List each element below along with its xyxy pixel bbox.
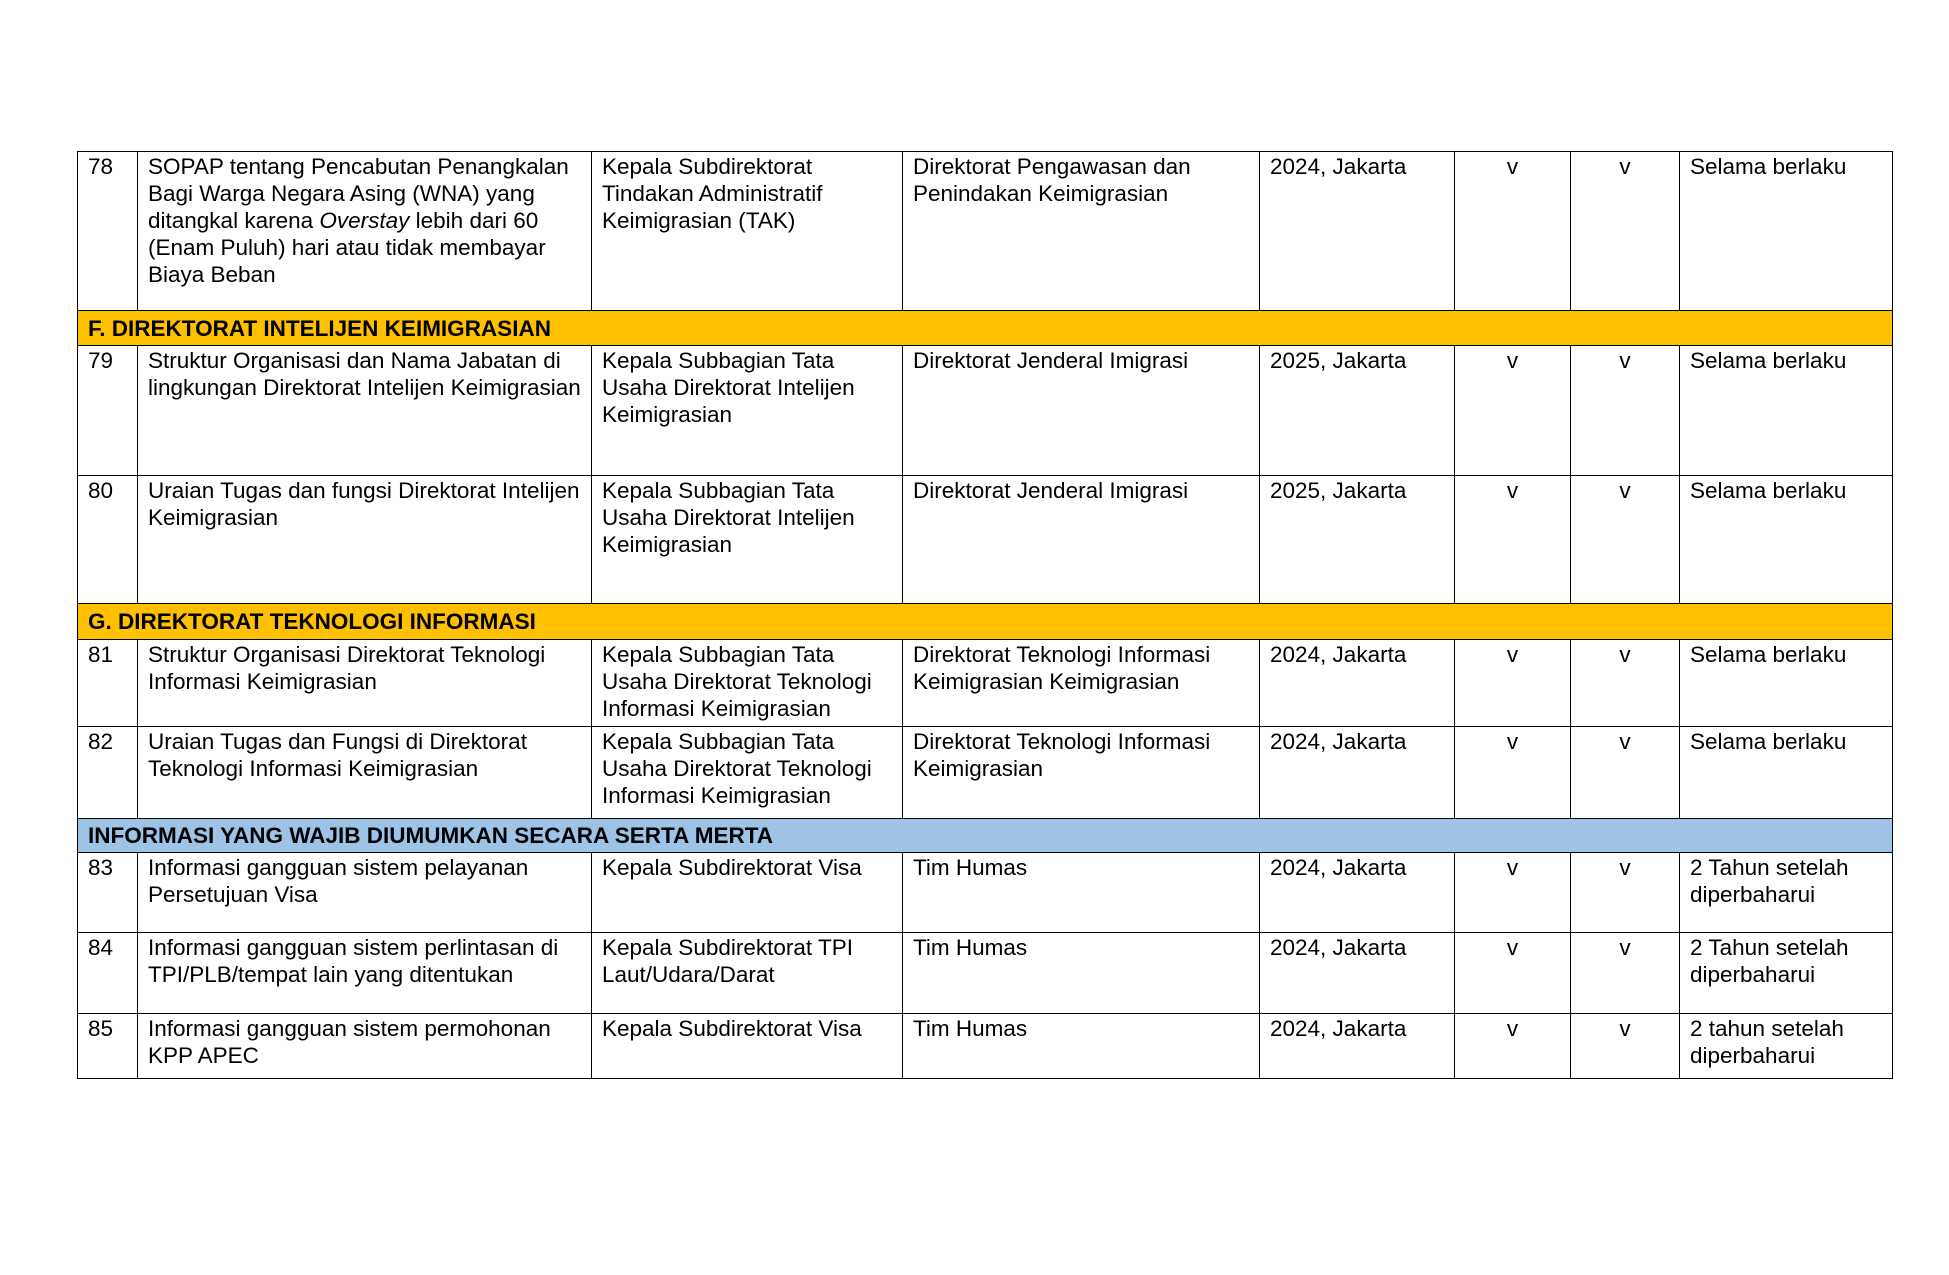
- row-number: 85: [77, 1013, 138, 1079]
- information-title: Struktur Organisasi dan Nama Jabatan di …: [137, 345, 592, 476]
- table-row: 85 Informasi gangguan sistem permohonan K…: [77, 1013, 1893, 1079]
- title-text-end: lebih dari 60 (Enam Puluh) hari atau tid…: [148, 208, 546, 287]
- responsible-official: Kepala Subdirektorat TPI Laut/Udara/Dara…: [591, 932, 903, 1014]
- year-place: 2024, Jakarta: [1259, 726, 1455, 819]
- retention-period: 2 Tahun setelah diperbaharui: [1679, 852, 1893, 933]
- information-title: Informasi gangguan sistem perlintasan di…: [137, 932, 592, 1014]
- check-mark-1: v: [1454, 1013, 1571, 1079]
- year-place: 2024, Jakarta: [1259, 1013, 1455, 1079]
- title-text: Uraian Tugas dan Fungsi di Direktorat Te…: [148, 729, 527, 781]
- title-text: Uraian Tugas dan fungsi Direktorat Intel…: [148, 478, 580, 530]
- unit: Tim Humas: [902, 1013, 1260, 1079]
- table-row: 81 Struktur Organisasi Direktorat Teknolo…: [77, 639, 1893, 727]
- unit: Direktorat Teknologi Informasi Keimigras…: [902, 639, 1260, 727]
- check-mark-1: v: [1454, 932, 1571, 1014]
- row-number: 79: [77, 345, 138, 476]
- information-title: SOPAP tentang Pencabutan Penangkalan Bag…: [137, 151, 592, 311]
- year-place: 2024, Jakarta: [1259, 852, 1455, 933]
- row-number: 78: [77, 151, 138, 311]
- responsible-official: Kepala Subbagian Tata Usaha Direktorat I…: [591, 345, 903, 476]
- information-title: Struktur Organisasi Direktorat Teknologi…: [137, 639, 592, 727]
- unit: Direktorat Teknologi Informasi Keimigras…: [902, 726, 1260, 819]
- responsible-official: Kepala Subdirektorat Visa: [591, 852, 903, 933]
- row-number: 80: [77, 475, 138, 604]
- table-row: 82 Uraian Tugas dan Fungsi di Direktorat …: [77, 726, 1893, 819]
- section-header-row: G. DIREKTORAT TEKNOLOGI INFORMASI: [77, 603, 1893, 640]
- row-number: 82: [77, 726, 138, 819]
- responsible-official: Kepala Subbagian Tata Usaha Direktorat T…: [591, 726, 903, 819]
- unit: Direktorat Jenderal Imigrasi: [902, 345, 1260, 476]
- table-row: 84 Informasi gangguan sistem perlintasan …: [77, 932, 1893, 1014]
- table-row: 83 Informasi gangguan sistem pelayanan Pe…: [77, 852, 1893, 933]
- year-place: 2025, Jakarta: [1259, 345, 1455, 476]
- check-mark-1: v: [1454, 151, 1571, 311]
- check-mark-2: v: [1570, 726, 1680, 819]
- information-list-table: 78 SOPAP tentang Pencabutan Penangkalan B…: [77, 151, 1893, 1079]
- information-title: Uraian Tugas dan fungsi Direktorat Intel…: [137, 475, 592, 604]
- year-place: 2024, Jakarta: [1259, 639, 1455, 727]
- section-header-row: F. DIREKTORAT INTELIJEN KEIMIGRASIAN: [77, 310, 1893, 346]
- title-italic: Overstay: [319, 208, 410, 233]
- unit: Tim Humas: [902, 852, 1260, 933]
- check-mark-2: v: [1570, 151, 1680, 311]
- unit: Tim Humas: [902, 932, 1260, 1014]
- section-title: G. DIREKTORAT TEKNOLOGI INFORMASI: [77, 603, 1893, 640]
- unit: Direktorat Jenderal Imigrasi: [902, 475, 1260, 604]
- check-mark-2: v: [1570, 1013, 1680, 1079]
- title-text: Informasi gangguan sistem pelayanan Pers…: [148, 855, 529, 907]
- responsible-official: Kepala Subdirektorat Tindakan Administra…: [591, 151, 903, 311]
- row-number: 81: [77, 639, 138, 727]
- section-title: F. DIREKTORAT INTELIJEN KEIMIGRASIAN: [77, 310, 1893, 346]
- title-text: Informasi gangguan sistem perlintasan di…: [148, 935, 559, 987]
- year-place: 2024, Jakarta: [1259, 151, 1455, 311]
- unit: Direktorat Pengawasan dan Penindakan Kei…: [902, 151, 1260, 311]
- information-title: Uraian Tugas dan Fungsi di Direktorat Te…: [137, 726, 592, 819]
- year-place: 2024, Jakarta: [1259, 932, 1455, 1014]
- retention-period: Selama berlaku: [1679, 475, 1893, 604]
- section-header-row: INFORMASI YANG WAJIB DIUMUMKAN SECARA SE…: [77, 818, 1893, 853]
- title-text: Informasi gangguan sistem permohonan KPP…: [148, 1016, 551, 1068]
- retention-period: Selama berlaku: [1679, 345, 1893, 476]
- retention-period: 2 tahun setelah diperbaharui: [1679, 1013, 1893, 1079]
- retention-period: Selama berlaku: [1679, 639, 1893, 727]
- check-mark-2: v: [1570, 345, 1680, 476]
- table-row: 80 Uraian Tugas dan fungsi Direktorat Int…: [77, 475, 1893, 604]
- responsible-official: Kepala Subbagian Tata Usaha Direktorat I…: [591, 475, 903, 604]
- section-title: INFORMASI YANG WAJIB DIUMUMKAN SECARA SE…: [77, 818, 1893, 853]
- table-row: 79 Struktur Organisasi dan Nama Jabatan d…: [77, 345, 1893, 476]
- retention-period: Selama berlaku: [1679, 151, 1893, 311]
- title-text: Struktur Organisasi dan Nama Jabatan di …: [148, 348, 581, 400]
- row-number: 83: [77, 852, 138, 933]
- retention-period: Selama berlaku: [1679, 726, 1893, 819]
- check-mark-1: v: [1454, 345, 1571, 476]
- responsible-official: Kepala Subbagian Tata Usaha Direktorat T…: [591, 639, 903, 727]
- year-place: 2025, Jakarta: [1259, 475, 1455, 604]
- responsible-official: Kepala Subdirektorat Visa: [591, 1013, 903, 1079]
- information-title: Informasi gangguan sistem permohonan KPP…: [137, 1013, 592, 1079]
- table-row: 78 SOPAP tentang Pencabutan Penangkalan B…: [77, 151, 1893, 311]
- check-mark-1: v: [1454, 852, 1571, 933]
- retention-period: 2 Tahun setelah diperbaharui: [1679, 932, 1893, 1014]
- check-mark-1: v: [1454, 475, 1571, 604]
- check-mark-2: v: [1570, 639, 1680, 727]
- check-mark-2: v: [1570, 852, 1680, 933]
- row-number: 84: [77, 932, 138, 1014]
- title-text: Struktur Organisasi Direktorat Teknologi…: [148, 642, 546, 694]
- title-text: SOPAP tentang Pencabutan Penangkalan Bag…: [148, 154, 569, 233]
- check-mark-1: v: [1454, 726, 1571, 819]
- check-mark-1: v: [1454, 639, 1571, 727]
- check-mark-2: v: [1570, 932, 1680, 1014]
- check-mark-2: v: [1570, 475, 1680, 604]
- information-title: Informasi gangguan sistem pelayanan Pers…: [137, 852, 592, 933]
